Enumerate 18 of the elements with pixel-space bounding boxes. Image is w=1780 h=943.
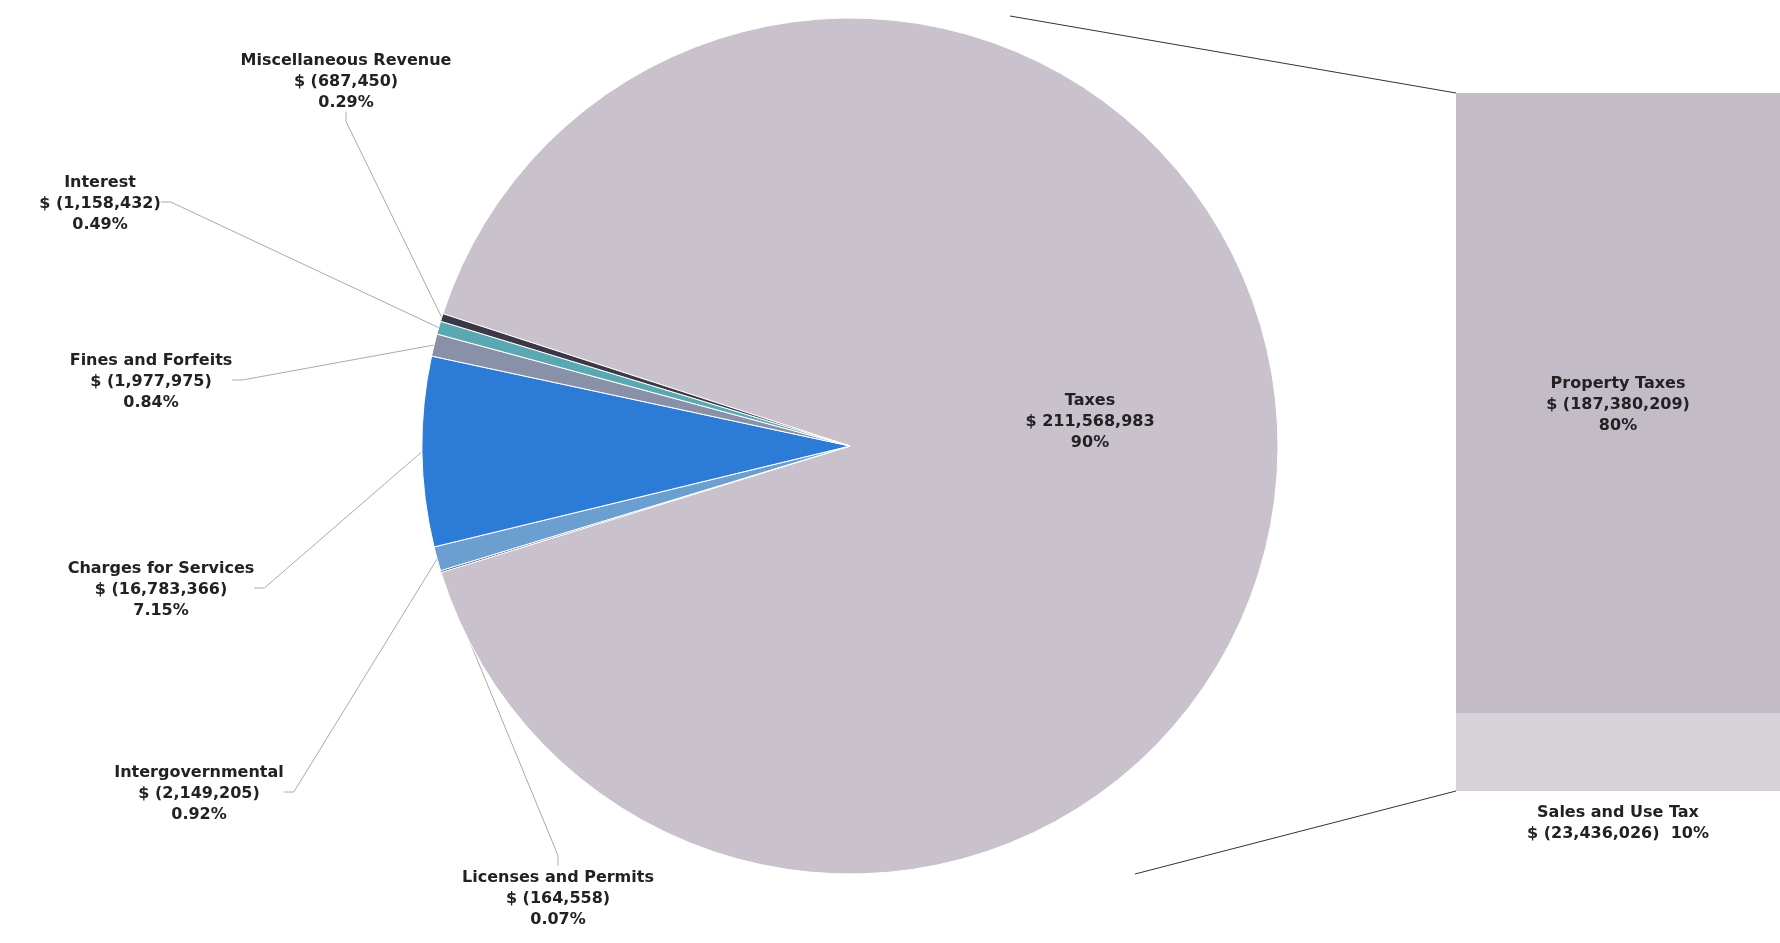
data-label: $ (2,149,205) 0.92% <box>138 782 260 823</box>
series-label: Sales and Use Tax <box>1537 802 1700 821</box>
data-label: $ (1,977,975) 0.84% <box>90 370 212 411</box>
data-label: $ (1,158,432) 0.49% <box>39 192 161 233</box>
slice-label: Taxes <box>1064 389 1116 409</box>
data-label: $ (23,436,026) 10% <box>1527 823 1709 842</box>
data-label: $ (687,450) 0.29% <box>293 70 399 111</box>
data-label: $ 211,568,983 90% <box>1025 410 1155 451</box>
slice-label: Fines and Forfeits <box>69 349 233 369</box>
data-label: $ (16,783,366) 7.15% <box>94 578 228 619</box>
slice-label: Interest <box>64 171 137 191</box>
data-label: $ (187,380,209) 80% <box>1546 393 1690 434</box>
slice-label: Miscellaneous Revenue <box>240 49 452 69</box>
slice-label: Licenses and Permits <box>462 866 654 886</box>
data-label: $ (164,558) 0.07% <box>505 887 611 928</box>
slice-label: Intergovernmental <box>114 761 284 781</box>
series-label: Property Taxes <box>1550 372 1686 392</box>
slice-label: Charges for Services <box>67 557 255 577</box>
